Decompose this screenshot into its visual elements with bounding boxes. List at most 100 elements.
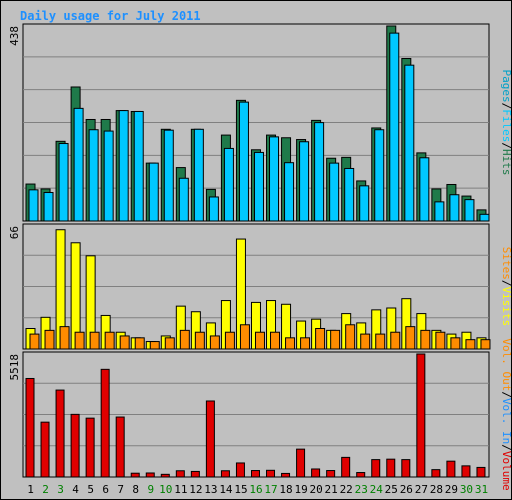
x-tick-label-day-13: 13 [204,483,217,496]
bar-sites-day-16 [254,331,265,350]
bar-files-day-16 [253,151,264,222]
bar-files-day-20 [314,122,325,222]
bar-sites-day-21 [330,329,341,350]
legend-item-volume: Volume [500,451,512,491]
bar-volume-day-4 [70,413,80,478]
bar-volume-day-30 [461,465,471,478]
legend-hits-files: Pages/Files/Hits [500,70,512,176]
panel-visits-sites: 66 [8,223,491,350]
x-tick-label-day-23: 23 [355,483,368,496]
legend-separator: / [500,391,512,398]
legend-separator: / [500,142,512,149]
bar-sites-day-8 [134,337,145,350]
legend-item-hits: Hits [500,149,512,176]
bar-volume-day-2 [40,421,50,478]
bar-volume-day-14 [220,470,230,478]
bar-files-day-15 [238,101,249,222]
x-tick-label-day-9: 9 [147,483,154,496]
bar-volume-day-26 [401,459,411,478]
x-tick-label-day-6: 6 [102,483,109,496]
legend-separator: / [500,103,512,110]
bar-sites-day-10 [164,337,175,350]
bar-sites-day-11 [179,329,190,350]
bar-sites-day-5 [89,331,100,350]
x-tick-label-day-7: 7 [117,483,124,496]
panel-volume: 5518 [8,351,490,478]
bar-files-day-5 [88,129,99,222]
bar-files-day-17 [269,136,280,222]
bar-volume-day-28 [431,469,441,478]
bar-sites-day-17 [270,331,281,350]
legend-volume: Vol. Out/Vol. In/Volume [500,338,512,490]
bar-files-day-12 [193,128,204,222]
y-max-label: 5518 [8,354,21,381]
bar-sites-day-15 [239,324,250,350]
bar-volume-day-15 [235,462,245,478]
chart-panels: 438 66 5518 [8,23,491,478]
legend-separator: / [500,280,512,287]
bar-volume-day-31 [476,466,486,478]
bar-volume-day-19 [296,448,306,478]
bar-sites-day-3 [59,326,70,350]
legend-visits-sites: Sites/Visits [500,247,512,327]
bar-sites-day-18 [285,337,296,350]
x-tick-label-day-21: 21 [325,483,338,496]
bar-sites-day-4 [74,331,85,350]
bar-sites-day-25 [390,331,401,350]
x-tick-label-day-3: 3 [57,483,64,496]
bar-files-day-2 [43,192,54,222]
bar-volume-day-13 [205,400,215,478]
bar-files-day-3 [58,143,69,222]
bar-files-day-28 [434,201,445,222]
bar-files-day-21 [329,162,340,222]
bar-files-day-7 [118,110,129,222]
bar-files-day-14 [223,147,234,222]
bar-files-day-6 [103,130,114,222]
bar-sites-day-12 [194,331,205,350]
legend-item-sites: Sites [500,247,512,280]
y-max-label: 438 [8,26,21,46]
x-tick-label-day-31: 31 [475,483,488,496]
legend-item-files: Files [500,109,512,142]
bar-files-day-8 [133,110,144,222]
bar-volume-day-16 [250,470,260,478]
bar-files-day-22 [344,167,355,222]
legend-separator: / [500,444,512,451]
bar-volume-day-3 [55,389,65,478]
bar-volume-day-20 [311,468,321,478]
bar-files-day-24 [374,129,385,222]
x-tick-label-day-2: 2 [42,483,49,496]
bar-sites-day-28 [435,331,446,350]
bar-files-day-31 [479,213,490,222]
legend-item-vol-out: Vol. Out [500,338,512,391]
bar-files-day-13 [208,196,219,222]
bar-volume-day-25 [386,458,396,478]
legend-item-pages: Pages [500,70,512,103]
bar-volume-day-22 [341,456,351,478]
x-tick-label-day-18: 18 [279,483,292,496]
x-tick-label-day-27: 27 [415,483,428,496]
x-tick-label-day-1: 1 [27,483,34,496]
x-tick-label-day-19: 19 [294,483,307,496]
bar-volume-day-24 [371,459,381,478]
panel-hits-files: 438 [8,23,490,222]
bar-files-day-19 [299,141,310,222]
x-tick-label-day-26: 26 [400,483,413,496]
bar-volume-day-29 [446,460,456,478]
bar-volume-day-12 [190,470,200,478]
bar-volume-day-9 [145,472,155,478]
bar-sites-day-27 [420,329,431,350]
x-tick-label-day-24: 24 [370,483,384,496]
bar-volume-day-23 [356,472,366,478]
bar-sites-day-24 [375,333,386,350]
bar-files-day-26 [404,64,415,222]
bar-sites-day-9 [149,341,160,350]
bar-sites-day-22 [345,324,356,350]
bar-sites-day-6 [104,331,115,350]
x-tick-label-day-20: 20 [310,483,323,496]
bar-sites-day-31 [480,339,491,350]
bar-sites-day-29 [450,337,461,350]
bar-files-day-29 [449,194,460,222]
